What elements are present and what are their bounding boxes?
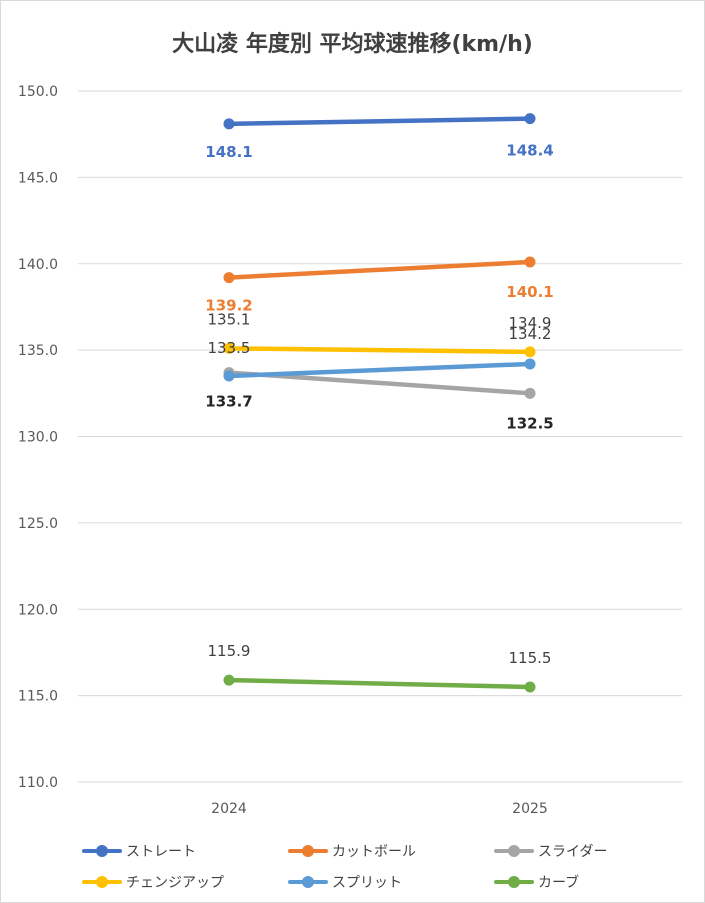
- data-point: [524, 113, 536, 125]
- data-point: [223, 370, 235, 382]
- x-axis-ticks: 2024 2025: [211, 801, 548, 817]
- legend-item: スプリット: [288, 871, 402, 893]
- data-label: 133.7: [205, 393, 252, 411]
- series-lines: [223, 113, 536, 693]
- legend-label: スプリット: [332, 875, 402, 891]
- data-point: [524, 256, 536, 268]
- data-label: 148.1: [205, 143, 252, 161]
- legend-swatch: [288, 840, 328, 862]
- series-line: [226, 116, 533, 127]
- x-tick-label: 2025: [512, 801, 548, 817]
- data-label: 148.4: [506, 142, 553, 160]
- data-point: [524, 387, 536, 399]
- legend-swatch: [82, 840, 122, 862]
- legend-item: ストレート: [82, 840, 196, 862]
- gridlines: [78, 90, 682, 783]
- data-point: [223, 342, 235, 354]
- data-point: [524, 681, 536, 693]
- data-point: [524, 346, 536, 358]
- data-label: 115.9: [208, 642, 251, 660]
- series-line: [226, 259, 533, 280]
- y-tick-label: 110.0: [18, 775, 58, 791]
- series-line: [226, 677, 533, 690]
- y-tick-label: 150.0: [18, 84, 58, 100]
- data-point: [223, 674, 235, 686]
- data-label: 133.5: [208, 339, 251, 357]
- legend-swatch: [494, 840, 534, 862]
- y-tick-label: 145.0: [18, 170, 58, 186]
- data-label: 140.1: [506, 283, 553, 301]
- data-point: [223, 272, 235, 284]
- y-tick-label: 140.0: [18, 257, 58, 273]
- legend-item: チェンジアップ: [82, 871, 224, 893]
- data-point: [524, 358, 536, 370]
- legend-label: ストレート: [126, 844, 196, 860]
- y-tick-label: 125.0: [18, 516, 58, 532]
- y-tick-label: 115.0: [18, 689, 58, 705]
- legend-swatch: [494, 871, 534, 893]
- series-line: [226, 361, 533, 379]
- data-label: 115.5: [509, 649, 552, 667]
- legend-item: カットボール: [288, 840, 416, 862]
- y-tick-label: 130.0: [18, 430, 58, 446]
- y-axis-ticks: 110.0 115.0 120.0 125.0 130.0 135.0 140.0 145.0…: [18, 84, 58, 791]
- data-label: 135.1: [208, 310, 251, 328]
- data-label: 132.5: [506, 414, 553, 432]
- data-label: 134.9: [509, 314, 552, 332]
- data-label: 139.2: [205, 297, 252, 315]
- legend-swatch: [82, 871, 122, 893]
- legend-label: チェンジアップ: [126, 875, 224, 891]
- legend-swatch: [288, 871, 328, 893]
- legend-item: スライダー: [494, 840, 607, 862]
- x-tick-label: 2024: [211, 801, 247, 817]
- legend-label: カーブ: [538, 875, 580, 891]
- chart-title: 大山凌 年度別 平均球速推移(km/h): [172, 32, 533, 57]
- data-labels: 148.1 148.4 139.2 140.1 133.7 132.5 135.1 134.9…: [205, 142, 553, 667]
- data-label: 134.2: [509, 325, 552, 343]
- data-point: [223, 118, 235, 130]
- series-line: [226, 346, 533, 355]
- legend-label: スライダー: [538, 844, 608, 860]
- legend-item: カーブ: [494, 871, 579, 893]
- y-tick-label: 135.0: [18, 343, 58, 359]
- legend-label: カットボール: [332, 844, 416, 860]
- y-tick-label: 120.0: [18, 602, 58, 618]
